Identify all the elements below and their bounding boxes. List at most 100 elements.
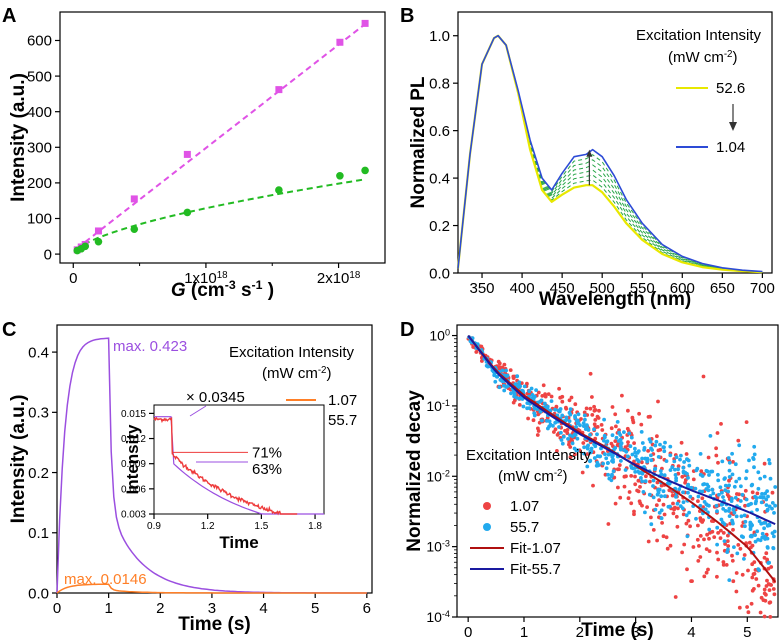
panel-d-point-1-07 [599, 423, 604, 427]
panel-d-point-55-7 [753, 494, 757, 499]
panel-a-point-magenta [336, 38, 344, 46]
panel-d-point-1-07 [593, 418, 598, 422]
panel-d-point-1-07 [590, 413, 595, 417]
panel-label-a: A [2, 5, 16, 27]
panel-d-point-55-7 [718, 485, 723, 490]
panel-d-point-1-07 [734, 571, 739, 575]
panel-d-point-1-07 [585, 452, 590, 456]
panel-d-point-55-7 [574, 425, 578, 429]
panel-d-point-1-07 [742, 553, 747, 557]
panel-d-point-55-7 [527, 389, 532, 394]
panel-d-point-55-7 [704, 487, 709, 491]
panel-d-point-55-7 [730, 451, 734, 456]
panel-d-point-1-07 [580, 470, 585, 475]
panel-d-point-1-07 [764, 551, 769, 556]
panel-d-point-55-7 [595, 432, 599, 437]
panel-d-point-55-7 [582, 445, 586, 450]
panel-d-point-1-07 [638, 501, 643, 506]
panel-d-point-55-7 [727, 460, 732, 465]
panel-d-x-tick-label: 0 [464, 624, 472, 641]
panel-c-y-tick-label: 0.2 [28, 465, 49, 482]
panel-d-point-55-7 [760, 492, 764, 496]
panel-d-point-55-7 [647, 492, 652, 497]
panel-a-xlabel-part: s [236, 280, 252, 301]
panel-d-point-55-7 [663, 494, 667, 499]
panel-c-x-tick-label: 4 [259, 600, 267, 617]
panel-d-point-55-7 [755, 529, 760, 534]
panel-d-point-1-07 [715, 550, 719, 555]
panel-d-point-55-7 [604, 456, 609, 461]
panel-d-point-55-7 [720, 459, 725, 464]
panel-d-point-55-7 [619, 459, 623, 463]
panel-d-point-55-7 [717, 492, 721, 497]
panel-b-x-tick-label: 550 [630, 280, 655, 297]
panel-d-point-55-7 [588, 458, 593, 463]
panel-d-point-1-07 [606, 522, 611, 526]
panel-d-point-1-07 [696, 499, 700, 503]
panel-d-point-1-07 [684, 521, 689, 526]
panel-d-point-55-7 [574, 418, 579, 423]
panel-d-point-55-7 [707, 527, 712, 532]
panel-d-point-1-07 [646, 449, 650, 453]
panel-d-point-1-07 [740, 524, 745, 528]
panel-d-point-55-7 [617, 430, 621, 435]
panel-d-point-1-07 [540, 394, 545, 398]
panel-a-point-magenta [130, 195, 138, 203]
panel-d-point-1-07 [731, 579, 736, 584]
panel-d-point-55-7 [627, 431, 632, 436]
panel-d-point-55-7 [640, 441, 645, 445]
panel-d-x-tick-label: 2 [576, 624, 584, 641]
panel-d-point-1-07 [633, 474, 637, 479]
panel-d-point-55-7 [730, 472, 735, 477]
panel-d-point-55-7 [518, 384, 522, 389]
panel-d-legend-title-units-part: ) [562, 468, 567, 485]
panel-d-point-55-7 [762, 534, 767, 539]
panel-d-point-1-07 [636, 478, 641, 483]
panel-b-legend-title-units-part: -2 [724, 49, 733, 60]
panel-d-point-55-7 [762, 526, 766, 531]
panel-d-point-1-07 [600, 428, 605, 432]
panel-d-point-55-7 [502, 388, 507, 393]
panel-d-point-1-07 [582, 410, 587, 415]
panel-a-y-tick-label: 400 [27, 104, 52, 121]
panel-d-point-55-7 [615, 420, 620, 424]
panel-d-point-55-7 [715, 542, 719, 547]
panel-d-point-55-7 [772, 511, 776, 515]
panel-b-x-tick-label: 400 [510, 280, 535, 297]
panel-c-x-tick-label: 6 [363, 600, 371, 617]
panel-d-point-1-07 [629, 474, 634, 478]
panel-d-point-1-07 [674, 514, 679, 519]
panel-d-point-55-7 [758, 495, 763, 500]
panel-d-point-55-7 [740, 492, 745, 497]
panel-d-point-1-07 [525, 381, 529, 386]
panel-d-point-1-07 [661, 502, 666, 507]
panel-d-point-55-7 [732, 510, 737, 515]
panel-c-ylabel: Intensity (a.u.) [8, 395, 29, 524]
panel-d-point-1-07 [644, 474, 648, 479]
panel-c-x-tick-label: 2 [156, 600, 164, 617]
panel-d-legend-label: Fit-55.7 [510, 561, 561, 578]
panel-d-y-tick-label-part: -2 [442, 468, 450, 478]
panel-d-point-55-7 [765, 507, 770, 512]
panel-d-point-55-7 [649, 522, 654, 527]
panel-d-y-tick-label-part: -1 [442, 398, 450, 408]
panel-d-point-55-7 [748, 523, 753, 527]
panel-d-point-55-7 [622, 430, 626, 434]
panel-d-point-1-07 [749, 601, 754, 606]
panel-d-point-1-07 [723, 542, 727, 546]
panel-d-point-55-7 [767, 560, 771, 565]
panel-d-point-55-7 [651, 484, 655, 488]
panel-a-x-tick-label-part: 2x10 [317, 270, 350, 287]
panel-c-inset-y-tick-label: 0.012 [121, 434, 146, 445]
panel-d-point-1-07 [734, 589, 739, 594]
panel-d-point-55-7 [629, 464, 633, 468]
panel-a-xlabel: G (cm-3 s-1 ) [171, 278, 274, 301]
panel-d-point-55-7 [585, 445, 590, 450]
panel-c-inset-frame [153, 404, 325, 515]
panel-d-point-55-7 [674, 478, 678, 483]
panel-d-point-55-7 [602, 417, 606, 422]
panel-d-point-55-7 [561, 434, 566, 439]
panel-d-point-55-7 [756, 567, 761, 571]
panel-d-point-55-7 [730, 518, 734, 523]
panel-d-point-55-7 [504, 385, 509, 389]
